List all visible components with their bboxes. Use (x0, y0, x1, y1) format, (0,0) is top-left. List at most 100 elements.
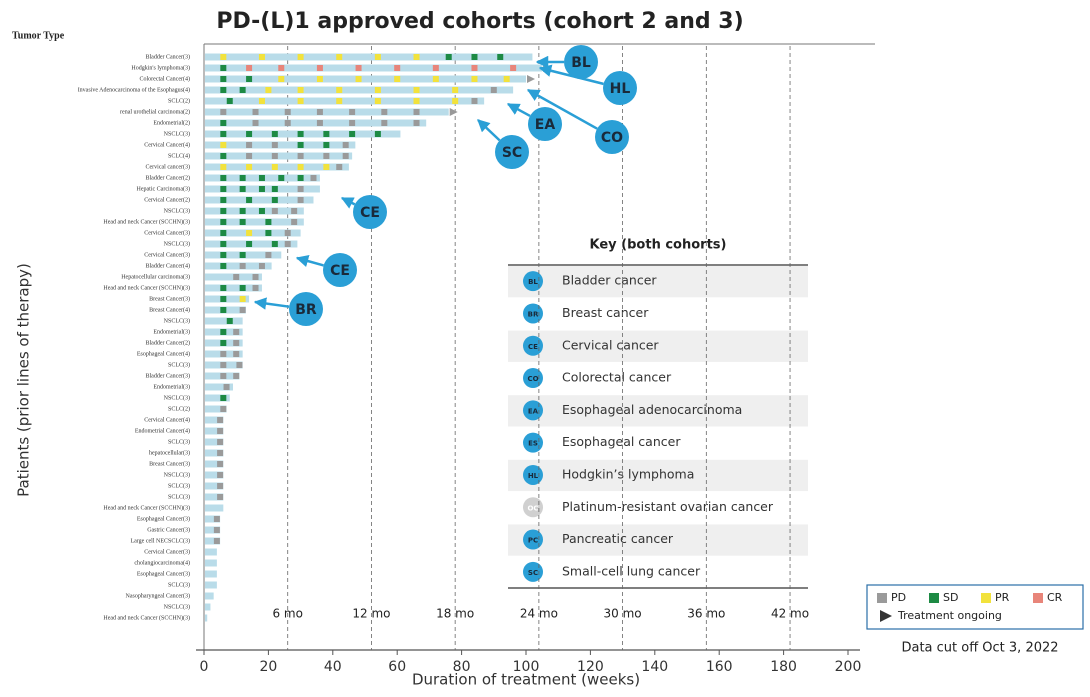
key-badge (523, 561, 543, 582)
key-abbr: EA (528, 407, 539, 415)
patient-label: Head and neck Cancer (SCCHN)(3) (103, 218, 190, 225)
response-marker (271, 241, 278, 247)
response-marker (265, 219, 272, 225)
response-marker (342, 153, 349, 159)
patient-label: Colorectal Cancer(4) (140, 75, 190, 82)
response-marker (220, 296, 227, 302)
key-row-bg (508, 524, 808, 556)
response-marker (220, 164, 227, 170)
response-marker (413, 54, 420, 60)
month-label: 6 mo (272, 607, 302, 621)
patient-label: Large cell NECSCLC(3) (130, 537, 190, 544)
treatment-bar (205, 493, 224, 501)
response-marker (220, 307, 227, 313)
response-marker (220, 120, 227, 126)
response-marker (233, 373, 240, 379)
response-marker (323, 142, 330, 148)
x-tick-label: 180 (770, 659, 797, 675)
response-marker (220, 395, 227, 401)
response-marker (297, 87, 304, 93)
month-label: 36 mo (687, 607, 725, 621)
treatment-bar (205, 295, 250, 303)
response-marker (217, 472, 224, 478)
response-marker (355, 76, 362, 82)
callout-arrow (295, 255, 324, 268)
x-tick-label: 0 (200, 659, 209, 675)
legend-box (866, 584, 1084, 630)
key-abbr: BL (528, 278, 538, 286)
key-badge (523, 529, 543, 550)
patient-label: Cervical Cancer(3) (144, 229, 190, 236)
treatment-bar (205, 196, 314, 204)
response-marker (220, 153, 227, 159)
key-abbr: BR (528, 310, 539, 318)
callout-arrow (477, 119, 501, 142)
response-marker (220, 186, 227, 192)
response-marker (236, 362, 243, 368)
callout-circle (595, 120, 629, 154)
patient-label: SCLC(3) (168, 438, 190, 445)
response-marker (284, 120, 291, 126)
response-marker (336, 87, 343, 93)
key-label: Platinum-resistant ovarian cancer (562, 499, 774, 514)
treatment-bar (205, 515, 221, 523)
treatment-bar (205, 581, 217, 589)
response-marker (349, 131, 356, 137)
legend-ongoing-icon (880, 610, 892, 622)
patient-label: Head and neck Cancer (SCCHN)(3) (103, 614, 190, 621)
response-marker (220, 340, 227, 346)
response-marker (246, 76, 253, 82)
patient-label: renal urothelial carcinoma(2) (120, 108, 190, 115)
response-marker (394, 65, 401, 71)
response-marker (220, 142, 227, 148)
treatment-bar (205, 218, 304, 226)
response-marker (226, 318, 233, 324)
response-marker (297, 175, 304, 181)
response-marker (233, 274, 240, 280)
callout-arrow (506, 102, 531, 118)
response-marker (374, 98, 381, 104)
x-axis-label: Duration of treatment (weeks) (412, 671, 640, 689)
key-row-bg (508, 459, 808, 492)
legend-label: CR (1047, 591, 1063, 604)
patient-label: Hepatic Carcinoma(3) (137, 185, 190, 192)
response-marker (220, 241, 227, 247)
response-marker (258, 208, 265, 214)
key-label: Hodgkin’s lymphoma (562, 466, 694, 481)
response-marker (291, 219, 298, 225)
treatment-bar (205, 284, 262, 292)
patient-label: NSCLC(3) (164, 317, 190, 324)
patient-label: SCLC(3) (168, 493, 190, 500)
response-marker (271, 131, 278, 137)
response-marker (239, 186, 246, 192)
response-marker (432, 65, 439, 71)
treatment-bar (205, 405, 227, 413)
response-marker (239, 87, 246, 93)
response-marker (297, 186, 304, 192)
key-abbr: CO (527, 375, 538, 383)
treatment-bar (205, 119, 427, 127)
patient-label: NSCLC(3) (164, 130, 190, 137)
key-abbr: CE (528, 343, 538, 351)
response-marker (258, 98, 265, 104)
response-marker (239, 175, 246, 181)
callout-arrow (526, 88, 598, 130)
treatment-bar (205, 427, 224, 435)
response-marker (217, 428, 224, 434)
response-marker (220, 406, 227, 412)
response-marker (220, 109, 227, 115)
response-marker (316, 109, 323, 115)
patient-label: NSCLC(3) (164, 471, 190, 478)
month-label: 12 mo (352, 607, 390, 621)
patient-label: Endometrial(3) (153, 328, 190, 335)
response-marker (355, 65, 362, 71)
response-marker (223, 384, 230, 390)
patient-label: Bladder Cancer(2) (146, 339, 190, 346)
patient-label: SCLC(3) (168, 482, 190, 489)
response-marker (374, 131, 381, 137)
patient-label: Hepatocellular carcinoma(3) (121, 273, 190, 280)
response-marker (252, 285, 259, 291)
treatment-bar (205, 592, 214, 600)
